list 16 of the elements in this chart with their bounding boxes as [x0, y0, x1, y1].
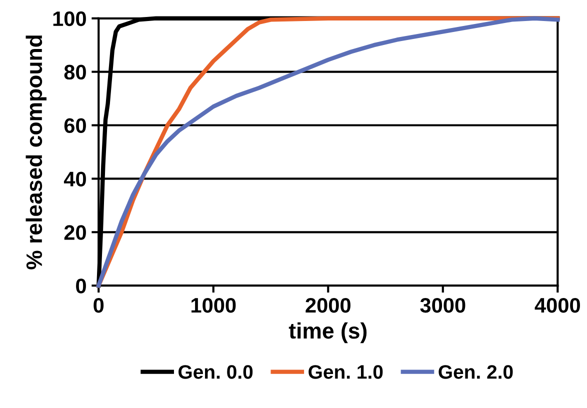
- x-tick-label: 2000: [306, 298, 350, 313]
- y-tick-label: 40: [64, 172, 86, 186]
- y-tick-label: 100: [53, 11, 86, 26]
- x-tick-label: 4000: [534, 298, 580, 313]
- x-tick-label: 3000: [420, 298, 466, 313]
- y-tick-label: 0: [76, 278, 86, 294]
- y-tick-label: 60: [64, 118, 86, 134]
- legend-label: Gen. 2.0: [438, 365, 513, 379]
- y-tick-label: 20: [64, 225, 86, 240]
- x-axis-title: time (s): [288, 322, 367, 344]
- y-tick-label: 80: [64, 64, 86, 80]
- legend-label: Gen. 1.0: [308, 365, 383, 379]
- x-tick-label: 1000: [192, 298, 236, 313]
- x-tick-label: 0: [94, 298, 104, 313]
- legend-label: Gen. 0.0: [178, 365, 253, 379]
- y-axis-title: % released compound: [26, 36, 46, 270]
